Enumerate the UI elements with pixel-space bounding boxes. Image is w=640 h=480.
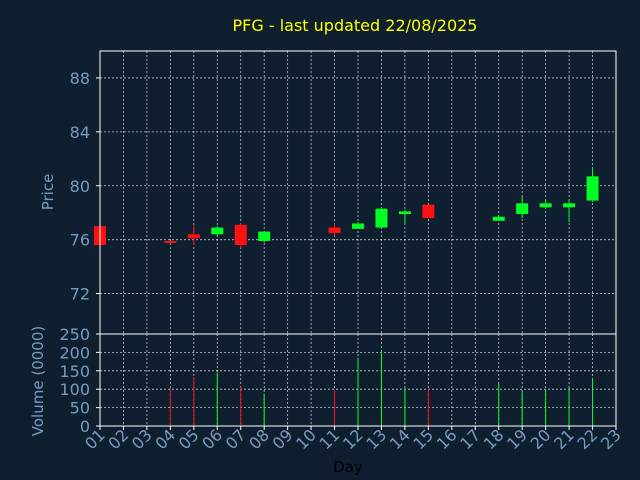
volume-tick-label: 100	[59, 380, 90, 399]
price-panel: 72 76 80 84 88	[70, 50, 617, 335]
candle-body	[492, 216, 505, 221]
candle-body	[375, 208, 388, 228]
price-tick-label: 84	[70, 123, 90, 142]
candle-body	[586, 176, 599, 201]
volume-tick-label: 50	[70, 399, 90, 418]
candle-body	[164, 241, 177, 244]
volume-tick-label: 150	[59, 362, 90, 381]
candle-body	[187, 234, 200, 239]
candle-body	[539, 203, 552, 208]
x-axis-title: Day	[333, 458, 363, 476]
volume-tick-label: 0	[80, 417, 90, 436]
price-tick-label: 76	[70, 231, 90, 250]
volume-panel: 0501001502002500102030405060708091011121…	[59, 325, 624, 453]
x-tick-label: 23	[597, 425, 625, 453]
price-tick-label: 88	[70, 69, 90, 88]
volume-tick-label: 200	[59, 343, 90, 362]
candle-body	[234, 224, 247, 246]
candle-body	[352, 223, 364, 229]
candle-body	[516, 203, 529, 215]
candle-body	[398, 211, 411, 215]
price-axis-title: Price	[39, 174, 57, 211]
volume-axis-title: Volume (0000)	[29, 326, 47, 436]
candle-body	[258, 231, 271, 242]
candle-body	[563, 203, 576, 208]
candle-body	[328, 227, 341, 233]
volume-tick-label: 250	[59, 325, 90, 344]
candle-body	[422, 204, 435, 219]
price-tick-label: 72	[70, 285, 90, 304]
chart-title: PFG - last updated 22/08/2025	[233, 16, 478, 35]
price-tick-label: 80	[70, 177, 90, 196]
candle-body	[211, 227, 224, 235]
